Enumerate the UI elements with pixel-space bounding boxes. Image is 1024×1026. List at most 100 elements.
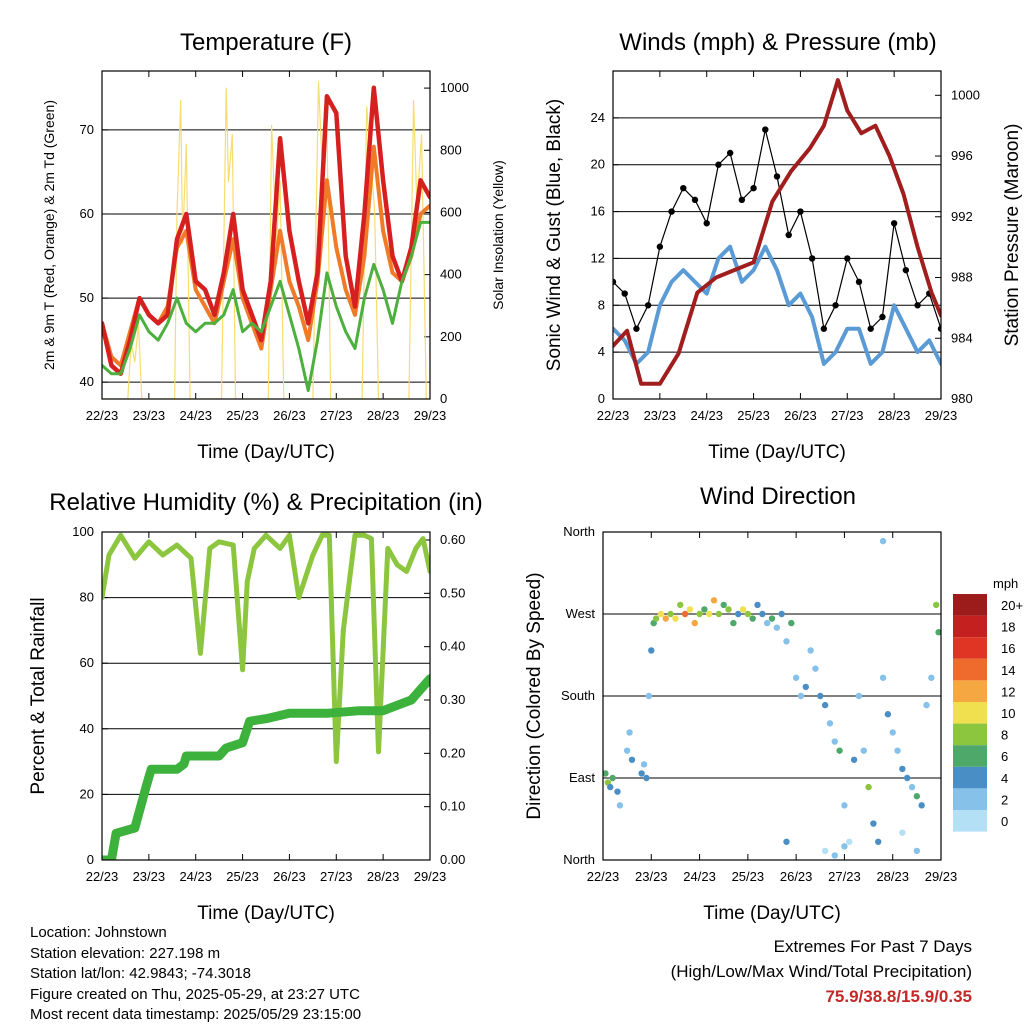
direction-frame (602, 531, 942, 861)
direction-point (686, 606, 694, 613)
direction-point (696, 610, 703, 618)
direction-point (616, 802, 624, 809)
legend-label: 16 (1001, 641, 1015, 656)
direction-point (913, 847, 921, 855)
legend-swatch (953, 594, 987, 616)
humidity-xtick-label: 29/23 (414, 869, 447, 884)
station-info: Location: Johnstown Station elevation: 2… (30, 923, 361, 1026)
direction-xtick-label: 27/23 (828, 869, 861, 884)
winds-frame (612, 70, 942, 400)
direction-xtick-label: 26/23 (780, 869, 813, 884)
direction-xlabel: Time (Day/UTC) (703, 903, 841, 924)
winds-y2label: Station Pressure (Maroon) (1002, 124, 1023, 347)
humidity-ytick-label: 0 (87, 852, 94, 867)
humidity-xtick-label: 28/23 (367, 869, 400, 884)
temperature-ytick-label: 50 (80, 290, 94, 305)
temperature-ylabel: 2m & 9m T (Red, Orange) & 2m Td (Green) (41, 100, 57, 370)
direction-point (831, 852, 838, 859)
direction-point (763, 619, 771, 627)
humidity-xlabel: Time (Day/UTC) (197, 903, 335, 924)
direction-point (865, 783, 872, 791)
temperature-xtick-label: 24/23 (179, 408, 212, 423)
winds-xlabel: Time (Day/UTC) (708, 442, 846, 463)
direction-point (870, 820, 877, 827)
direction-point (645, 692, 653, 700)
humidity-rh-line (102, 532, 430, 765)
humidity-ylabel: Percent & Total Rainfall (28, 597, 49, 794)
humidity-xtick-label: 22/23 (86, 869, 119, 884)
direction-point (928, 674, 935, 681)
temperature-y2tick-label: 400 (440, 267, 462, 282)
winds-wind-line (613, 244, 941, 366)
legend-swatch (953, 723, 987, 746)
temperature-xtick-label: 23/23 (133, 408, 166, 423)
winds-xtick-label: 22/23 (597, 408, 630, 423)
legend-label: 6 (1001, 749, 1008, 764)
legend-label: 12 (1001, 684, 1015, 699)
direction-xtick-label: 28/23 (876, 869, 909, 884)
extremes-title: Extremes For Past 7 Days (773, 937, 972, 956)
station-latlon: Station lat/lon: 42.9843; -74.3018 (30, 965, 252, 982)
direction-point (879, 674, 887, 681)
direction-title: Wind Direction (700, 483, 856, 510)
direction-point (788, 619, 795, 627)
legend-swatch (953, 658, 987, 681)
direction-point (802, 683, 809, 691)
direction-point (812, 665, 819, 672)
direction-ytick-label: South (561, 688, 595, 703)
humidity-ytick-label: 20 (80, 786, 94, 801)
humidity-xtick-label: 24/23 (179, 869, 212, 884)
winds-ytick-label: 24 (591, 110, 605, 125)
legend-label: 0 (1001, 814, 1008, 829)
direction-point (681, 610, 689, 618)
humidity-y2tick-label: 0.60 (440, 532, 465, 547)
direction-point (735, 610, 742, 618)
direction-point (744, 610, 752, 618)
legend-title: mph (993, 576, 1018, 591)
legend-label: 18 (1001, 620, 1015, 635)
direction-point (759, 610, 766, 618)
winds-xtick-label: 28/23 (878, 408, 911, 423)
direction-point (626, 729, 633, 736)
direction-ytick-label: North (563, 852, 595, 867)
direction-ytick-label: East (569, 770, 595, 785)
legend-swatch (953, 702, 987, 724)
direction-point (652, 615, 660, 622)
direction-point (768, 615, 776, 622)
direction-point (894, 747, 901, 754)
direction-point (792, 674, 800, 681)
direction-point (662, 615, 669, 622)
extremes-values: 75.9/38.8/15.9/0.35 (825, 987, 972, 1006)
direction-point (667, 610, 674, 618)
temperature-solar-line (102, 81, 430, 399)
temperature-ytick-label: 60 (80, 206, 94, 221)
direction-point (715, 610, 723, 618)
direction-point (778, 610, 785, 618)
direction-point (821, 847, 829, 855)
legend-swatch (953, 637, 987, 659)
legend-label: 20+ (1001, 598, 1023, 613)
direction-point (706, 610, 713, 618)
winds-ytick-label: 12 (591, 250, 605, 265)
temperature-xtick-label: 27/23 (320, 408, 353, 423)
legend-label: 14 (1001, 663, 1015, 678)
legend-swatch (953, 766, 987, 789)
temperature-xtick-label: 28/23 (367, 408, 400, 423)
legend-swatch (953, 745, 987, 767)
direction-point (643, 774, 650, 782)
direction-ytick-label: West (566, 606, 596, 621)
direction-point (797, 692, 805, 700)
legend-swatch (953, 680, 987, 702)
winds-y2tick-label: 996 (951, 148, 973, 163)
humidity-ytick-label: 60 (80, 655, 94, 670)
humidity-y2tick-label: 0.40 (440, 639, 465, 654)
winds-xtick-label: 26/23 (784, 408, 817, 423)
winds-y2tick-label: 1000 (951, 87, 980, 102)
humidity-y2tick-label: 0.50 (440, 585, 465, 600)
winds-y2tick-label: 992 (951, 209, 973, 224)
temperature-y2tick-label: 600 (440, 204, 462, 219)
direction-point (899, 765, 906, 773)
winds-title: Winds (mph) & Pressure (mb) (619, 29, 936, 56)
direction-point (638, 770, 645, 777)
winds-y2tick-label: 984 (951, 330, 973, 345)
